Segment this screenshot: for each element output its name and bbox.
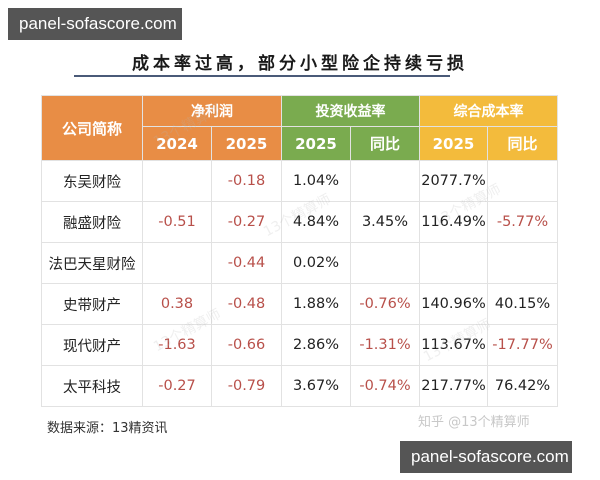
table-row: 融盛财险 -0.51 -0.27 4.84% 3.45% 116.49% -5.… xyxy=(41,201,558,243)
cell-iy-yoy xyxy=(350,160,420,202)
author-credit: 知乎 @13个精算师 xyxy=(418,415,530,430)
cell-np-2025: -0.27 xyxy=(211,201,282,243)
header-np-2025: 2025 xyxy=(211,126,282,161)
cell-company: 史带财产 xyxy=(41,283,143,325)
cell-ccr-2025 xyxy=(419,242,488,284)
cell-np-2025: -0.44 xyxy=(211,242,282,284)
header-company: 公司简称 xyxy=(41,95,143,161)
header-iy-2025: 2025 xyxy=(281,126,351,161)
cell-ccr-2025: 140.96% xyxy=(419,283,488,325)
watermark-badge-bottom: panel-sofascore.com xyxy=(400,441,572,473)
cell-ccr-2025: 2077.7% xyxy=(419,160,488,202)
table-row: 东吴财险 -0.18 1.04% 2077.7% xyxy=(41,160,558,202)
header-group-row: 公司简称 净利润 投资收益率 综合成本率 xyxy=(41,95,558,161)
cell-iy-yoy: 3.45% xyxy=(350,201,420,243)
title-underline xyxy=(74,75,450,77)
cell-iy-2025: 0.02% xyxy=(281,242,351,284)
header-investment-yield: 投资收益率 xyxy=(281,95,420,127)
cell-company: 法巴天星财险 xyxy=(41,242,143,284)
cell-iy-2025: 1.88% xyxy=(281,283,351,325)
header-ccr-yoy: 同比 xyxy=(487,126,558,161)
cell-ccr-yoy: 40.15% xyxy=(487,283,558,325)
table-row: 法巴天星财险 -0.44 0.02% xyxy=(41,242,558,284)
cell-ccr-yoy xyxy=(487,160,558,202)
header-net-profit: 净利润 xyxy=(142,95,282,127)
cell-ccr-2025: 116.49% xyxy=(419,201,488,243)
cell-company: 现代财产 xyxy=(41,324,143,366)
header-iy-yoy: 同比 xyxy=(350,126,420,161)
cell-np-2024: -1.63 xyxy=(142,324,212,366)
cell-iy-yoy xyxy=(350,242,420,284)
header-np-2024: 2024 xyxy=(142,126,212,161)
cell-np-2025: -0.18 xyxy=(211,160,282,202)
cell-np-2025: -0.48 xyxy=(211,283,282,325)
cell-iy-2025: 1.04% xyxy=(281,160,351,202)
cell-ccr-2025: 217.77% xyxy=(419,365,488,407)
table-row: 史带财产 0.38 -0.48 1.88% -0.76% 140.96% 40.… xyxy=(41,283,558,325)
cell-np-2024: -0.27 xyxy=(142,365,212,407)
cell-np-2025: -0.79 xyxy=(211,365,282,407)
watermark-badge-top: panel-sofascore.com xyxy=(8,8,182,40)
table-row: 太平科技 -0.27 -0.79 3.67% -0.74% 217.77% 76… xyxy=(41,365,558,407)
cell-np-2024: 0.38 xyxy=(142,283,212,325)
cell-company: 东吴财险 xyxy=(41,160,143,202)
cell-iy-yoy: -1.31% xyxy=(350,324,420,366)
cell-iy-yoy: -0.74% xyxy=(350,365,420,407)
insurer-loss-table: 公司简称 净利润 投资收益率 综合成本率 2024 2025 2025 同比 2… xyxy=(41,95,558,407)
cell-company: 融盛财险 xyxy=(41,201,143,243)
cell-iy-yoy: -0.76% xyxy=(350,283,420,325)
cell-iy-2025: 2.86% xyxy=(281,324,351,366)
table-row: 现代财产 -1.63 -0.66 2.86% -1.31% 113.67% -1… xyxy=(41,324,558,366)
page-title: 成本率过高，部分小型险企持续亏损 xyxy=(132,54,468,74)
cell-ccr-yoy: 76.42% xyxy=(487,365,558,407)
cell-ccr-yoy: -17.77% xyxy=(487,324,558,366)
header-ccr-2025: 2025 xyxy=(419,126,488,161)
cell-company: 太平科技 xyxy=(41,365,143,407)
cell-ccr-yoy: -5.77% xyxy=(487,201,558,243)
cell-iy-2025: 3.67% xyxy=(281,365,351,407)
cell-np-2024 xyxy=(142,242,212,284)
header-combined-cost-ratio: 综合成本率 xyxy=(419,95,558,127)
cell-np-2025: -0.66 xyxy=(211,324,282,366)
cell-iy-2025: 4.84% xyxy=(281,201,351,243)
data-source-note: 数据来源：13精资讯 xyxy=(47,421,168,436)
cell-np-2024: -0.51 xyxy=(142,201,212,243)
cell-np-2024 xyxy=(142,160,212,202)
cell-ccr-2025: 113.67% xyxy=(419,324,488,366)
header-sub-row: 2024 2025 2025 同比 2025 同比 xyxy=(42,126,558,161)
cell-ccr-yoy xyxy=(487,242,558,284)
